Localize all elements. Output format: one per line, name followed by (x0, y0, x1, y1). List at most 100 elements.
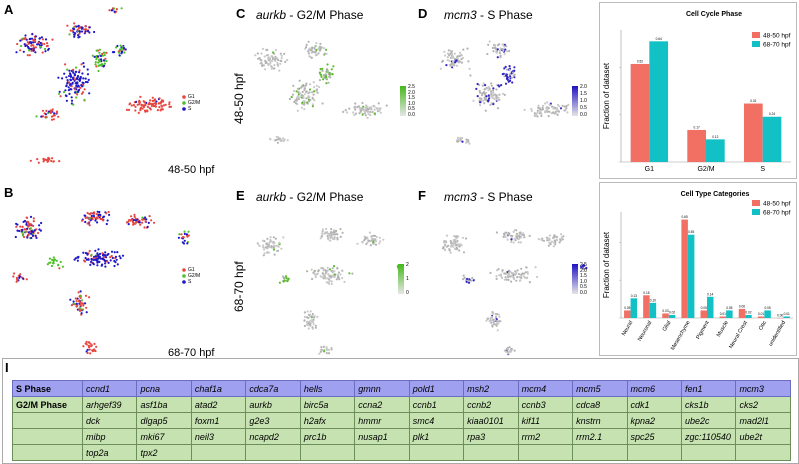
scatter-point (258, 57, 260, 59)
scatter-point (301, 94, 303, 96)
scatter-point (23, 236, 25, 238)
scatter-point (459, 52, 461, 54)
scatter-point (88, 79, 90, 81)
scatter-point (325, 228, 327, 230)
scatter-point (308, 52, 310, 54)
scatter-point (45, 113, 47, 115)
scatter-point (305, 91, 307, 93)
scatter-point (86, 259, 88, 261)
scatter-point (71, 100, 73, 102)
scatter-point (269, 138, 271, 140)
scatter-point (264, 55, 266, 57)
scatter-point (22, 226, 24, 228)
scatter-point (123, 47, 125, 49)
scatter-point (16, 280, 18, 282)
scatter-point (538, 238, 540, 240)
scatter-point (562, 238, 564, 240)
gene-cell: hmmr (355, 413, 409, 429)
scatter-point (144, 101, 146, 103)
scatter-point (132, 222, 134, 224)
scatter-point (75, 96, 77, 98)
scatter-point (339, 273, 341, 275)
scatter-point (108, 211, 110, 213)
data-label: 0.00 (777, 314, 783, 318)
scatter-point (546, 101, 548, 103)
scatter-point (553, 234, 555, 236)
scatter-point (56, 260, 58, 262)
scatter-point (138, 112, 140, 114)
scatter-point (26, 217, 28, 219)
scatter-point (369, 111, 371, 113)
gene-cell (191, 445, 245, 461)
legend-dot-g2m (182, 101, 186, 105)
scatter-point (467, 139, 469, 141)
legend-dot-g1 (182, 268, 186, 272)
scatter-point (144, 110, 146, 112)
scatter-point (71, 96, 73, 98)
scatter-point (456, 65, 458, 67)
scatter-point (106, 254, 108, 256)
scatter-point (491, 85, 493, 87)
scatter-point (524, 109, 526, 111)
scatter-point (465, 141, 467, 143)
scatter-point (51, 259, 53, 261)
scatter-point (445, 240, 447, 242)
scatter-point (64, 63, 66, 65)
scatter-point (510, 348, 512, 350)
scatter-point (319, 43, 321, 45)
scatter-point (479, 92, 481, 94)
scatter-point (90, 212, 92, 214)
scatter-point (516, 233, 518, 235)
scatter-point (299, 80, 301, 82)
bar (706, 139, 725, 162)
scatter-point (104, 260, 106, 262)
scatter-point (322, 229, 324, 231)
scatter-point (288, 278, 290, 280)
scatter-point (308, 96, 310, 98)
scatter-point (536, 115, 538, 117)
colorbar-tick-label: 1.5 (580, 92, 587, 97)
scatter-point (367, 239, 369, 241)
scatter-point (513, 70, 515, 72)
scatter-point (103, 59, 105, 61)
scatter-point (380, 112, 382, 114)
scatter-point (315, 325, 317, 327)
scatter-point (299, 92, 301, 94)
gene-cell: mcm5 (573, 381, 627, 397)
scatter-point (66, 84, 68, 86)
gene-cell: plk1 (409, 429, 463, 445)
scatter-point (82, 77, 84, 79)
scatter-point (76, 300, 78, 302)
scatter-point (75, 67, 77, 69)
scatter-point (90, 261, 92, 263)
scatter-point (351, 273, 353, 275)
scatter-point (366, 242, 368, 244)
scatter-point (150, 219, 152, 221)
scatter-point (560, 107, 562, 109)
scatter-point (34, 40, 36, 42)
scatter-point (24, 38, 26, 40)
data-label: 0.05 (726, 306, 732, 310)
gene-cell: kif11 (518, 413, 572, 429)
scatter-point (339, 228, 341, 230)
scatter-point (135, 221, 137, 223)
scatter-point (44, 48, 46, 50)
scatter-point (277, 138, 279, 140)
gene-cell: mcm6 (627, 381, 681, 397)
y-axis-label: Fraction of dataset (602, 62, 611, 129)
scatter-point (33, 46, 35, 48)
scatter-point (95, 346, 97, 348)
scatter-point (561, 236, 563, 238)
scatter-point (329, 275, 331, 277)
scatter-point (56, 111, 58, 113)
scatter-point (514, 270, 516, 272)
scatter-point (529, 235, 531, 237)
scatter-point (78, 71, 80, 73)
scatter-point (37, 41, 39, 43)
scatter-point (353, 106, 355, 108)
scatter-point (95, 65, 97, 67)
scatter-point (316, 273, 318, 275)
gene-cell (518, 445, 572, 461)
